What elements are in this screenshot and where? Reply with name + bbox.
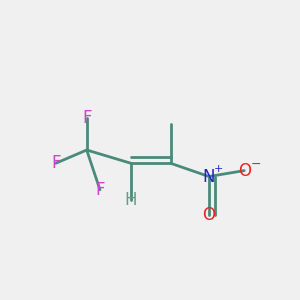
Text: N: N [202, 167, 215, 185]
Text: O: O [202, 206, 215, 224]
Text: F: F [51, 154, 61, 172]
Text: F: F [95, 181, 105, 199]
Text: O: O [238, 162, 251, 180]
Text: +: + [214, 164, 223, 174]
Text: −: − [251, 158, 261, 171]
Text: H: H [124, 191, 137, 209]
Text: F: F [82, 109, 92, 127]
